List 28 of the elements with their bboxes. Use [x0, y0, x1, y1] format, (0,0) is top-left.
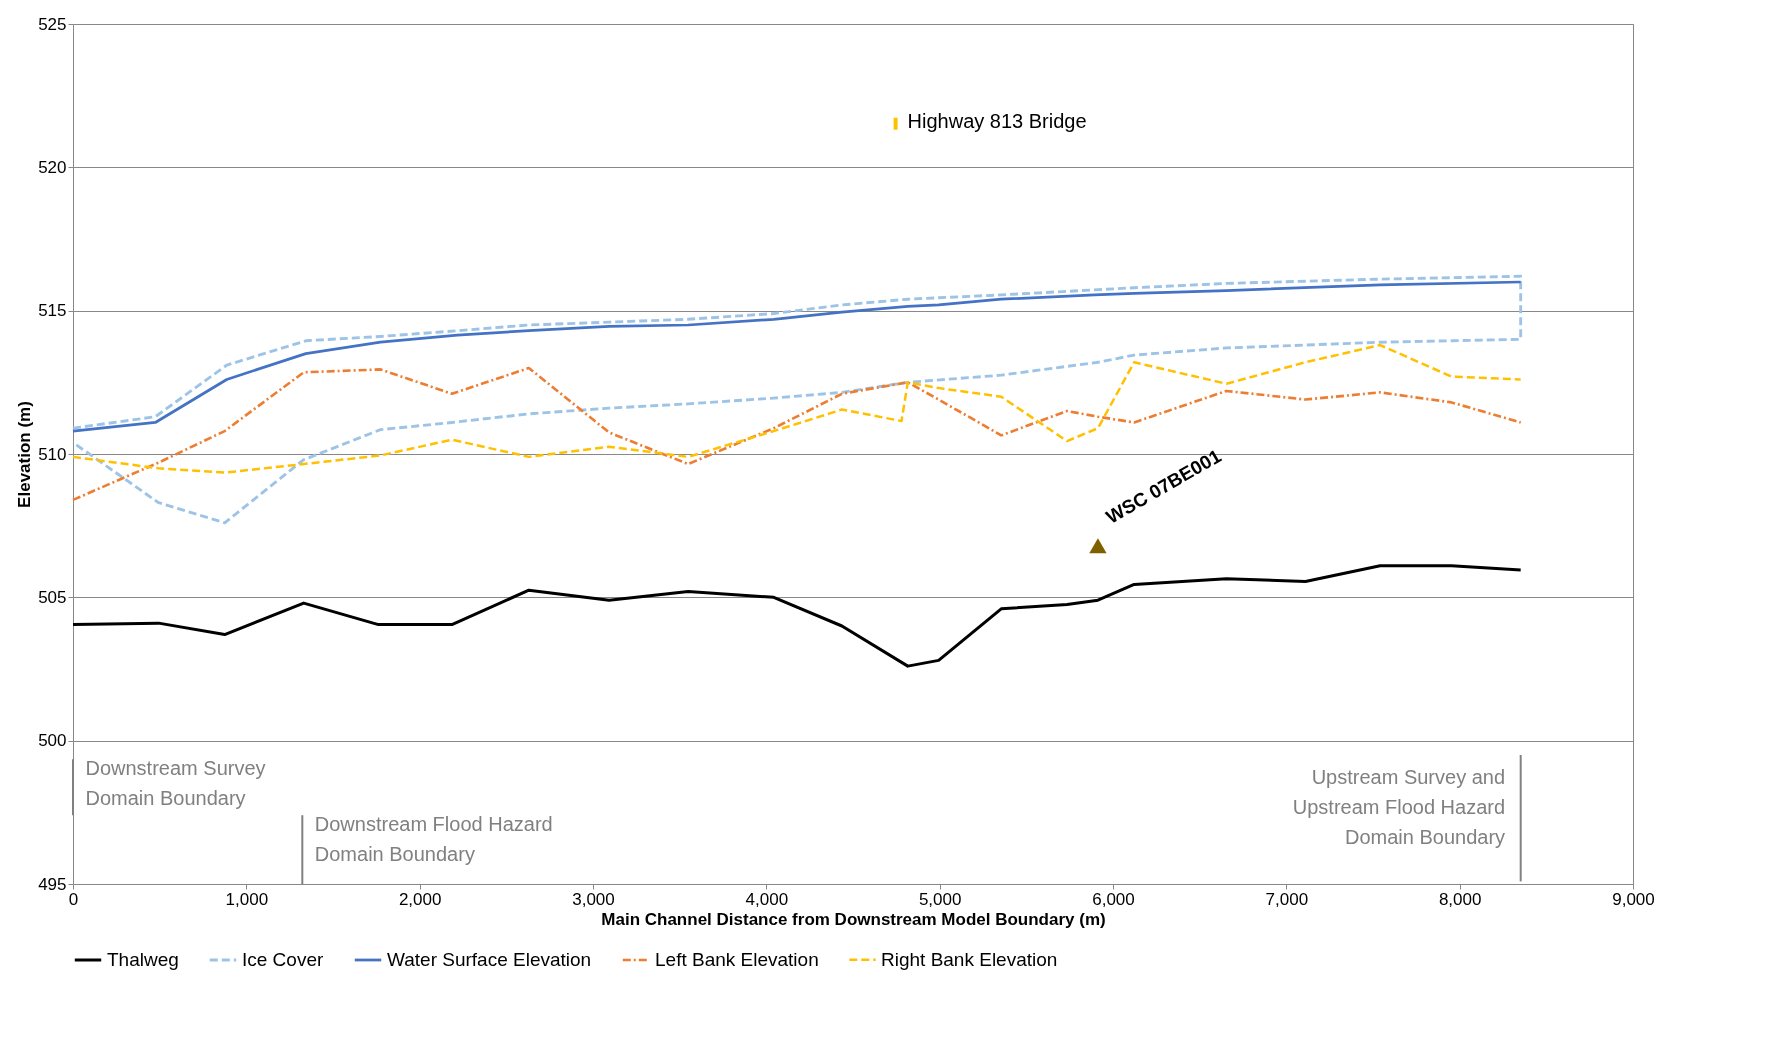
x-tick-label: 7,000: [1265, 889, 1309, 909]
x-tick-label: 3,000: [572, 889, 615, 909]
x-tick-label: 4,000: [745, 889, 789, 909]
annotation: Upstream Survey and Upstream Flood Hazard Domain Boundary: [1292, 765, 1506, 848]
x-tick-label: 9,000: [1612, 889, 1655, 909]
y-tick-label: 525: [38, 14, 67, 34]
legend-label: Water Surface Elevation: [387, 949, 592, 970]
y-tick-label: 495: [38, 874, 67, 894]
legend-label: Left Bank Elevation: [655, 949, 819, 970]
annotation: Downstream Flood Hazard Domain Boundary: [314, 813, 553, 866]
x-axis-title: Main Channel Distance from Downstream Model Boundary (m): [601, 909, 1106, 929]
x-tick-label: 5,000: [918, 889, 962, 909]
y-tick-label: 510: [38, 444, 67, 464]
x-tick-label: 2,000: [398, 889, 442, 909]
x-tick-label: 8,000: [1438, 889, 1482, 909]
annotation: Highway 813 Bridge: [907, 109, 1087, 132]
y-tick-label: 505: [38, 587, 67, 607]
legend-label: Right Bank Elevation: [881, 948, 1058, 970]
y-tick-label: 515: [38, 301, 67, 321]
x-tick-label: 6,000: [1092, 889, 1135, 909]
legend-label: Thalweg: [107, 949, 179, 970]
legend-label: Ice Cover: [242, 949, 324, 970]
x-tick-label: 0: [68, 889, 79, 909]
y-tick-label: 520: [38, 157, 67, 177]
annotation: Downstream Survey Domain Boundary: [85, 757, 266, 810]
y-axis-title: Elevation (m): [15, 401, 35, 508]
x-tick-label: 1,000: [225, 889, 269, 909]
y-tick-label: 500: [38, 731, 67, 751]
